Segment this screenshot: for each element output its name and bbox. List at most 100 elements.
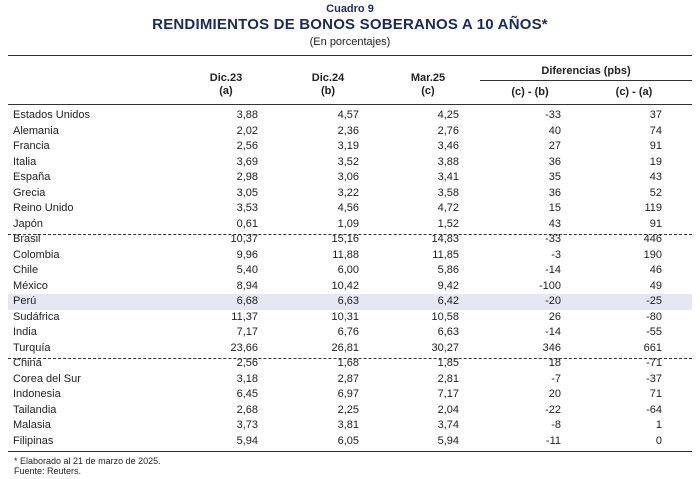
cell-dic23: 11,37 [231, 310, 258, 323]
cell-diff-cb: 40 [548, 124, 561, 137]
header-rule [8, 104, 692, 105]
cell-dic23: 2,02 [236, 124, 258, 137]
cell-dic23: 2,68 [236, 403, 258, 416]
col-header-diff-group: Diferencias (pbs) [480, 65, 692, 78]
cell-dic24: 3,52 [337, 155, 359, 168]
cell-country: Grecia [13, 186, 46, 199]
cell-mar25: 9,42 [437, 279, 459, 292]
cell-dic23: 3,53 [236, 202, 258, 214]
table-row: China 2,56 1,68 1,85 18 -71 [8, 356, 692, 372]
cell-diff-ca: -55 [646, 326, 662, 338]
cell-diff-cb: 43 [548, 217, 561, 230]
col-header-dic24: Dic.24 (b) [288, 72, 368, 98]
cell-country: Perú [13, 295, 37, 307]
group-separator [8, 358, 692, 359]
table-row: Reino Unido 3,53 4,56 4,72 15 119 [8, 201, 692, 217]
cell-diff-cb: -3 [551, 248, 561, 261]
cell-diff-ca: 1 [655, 419, 662, 431]
cell-diff-cb: -33 [545, 233, 561, 245]
cell-diff-cb: 346 [542, 341, 561, 354]
cell-dic24: 6,76 [337, 326, 359, 338]
table-row: España 2,98 3,06 3,41 35 43 [8, 170, 692, 186]
cell-country: Italia [13, 155, 37, 168]
cell-mar25: 5,86 [437, 264, 459, 276]
cell-mar25: 6,42 [437, 295, 459, 307]
cell-mar25: 6,63 [437, 326, 459, 338]
cell-diff-ca: 91 [649, 217, 662, 230]
table-row: Filipinas 5,94 6,05 5,94 -11 0 [8, 434, 692, 450]
cell-dic23: 3,05 [236, 186, 258, 199]
cell-country: Colombia [13, 248, 60, 261]
table-row: Malasia 3,73 3,81 3,74 -8 1 [8, 418, 692, 434]
table-kicker: Cuadro 9 [326, 3, 374, 15]
table-row: Grecia 3,05 3,22 3,58 36 52 [8, 186, 692, 202]
cell-diff-ca: 190 [643, 248, 662, 261]
table-row: Tailandia 2,68 2,25 2,04 -22 -64 [8, 403, 692, 419]
cell-diff-cb: 15 [548, 202, 561, 214]
cell-dic23: 2,98 [236, 171, 258, 183]
table-row: Corea del Sur 3,18 2,87 2,81 -7 -37 [8, 372, 692, 388]
source-note: Fuente: Reuters. [14, 466, 82, 476]
col-header-dic23-sub: (a) [219, 85, 233, 97]
cell-dic23: 6,68 [236, 295, 258, 307]
cell-diff-ca: -25 [646, 295, 662, 307]
cell-country: Francia [13, 140, 50, 152]
col-header-dic23: Dic.23 (a) [186, 72, 266, 98]
bottom-rule [8, 451, 692, 452]
cell-diff-ca: 661 [643, 341, 662, 354]
col-header-dic23-label: Dic.23 [209, 72, 243, 84]
cell-diff-cb: 26 [548, 310, 561, 323]
cell-mar25: 3,46 [437, 140, 459, 152]
cell-diff-cb: 20 [548, 388, 561, 400]
cell-diff-ca: 91 [649, 140, 662, 152]
cell-dic23: 2,56 [236, 140, 258, 152]
table-row: Italia 3,69 3,52 3,88 36 19 [8, 155, 692, 171]
cell-dic24: 3,81 [337, 419, 359, 431]
cell-dic23: 3,88 [236, 109, 258, 121]
cell-mar25: 30,27 [431, 341, 459, 354]
table-row: India 7,17 6,76 6,63 -14 -55 [8, 325, 692, 341]
cell-diff-ca: 19 [649, 155, 662, 168]
cell-mar25: 7,17 [437, 388, 459, 400]
cell-diff-ca: 0 [655, 434, 662, 447]
cell-country: Estados Unidos [13, 109, 91, 121]
cell-diff-cb: -8 [551, 419, 561, 431]
cell-mar25: 10,58 [431, 310, 459, 323]
footnote: * Elaborado al 21 de marzo de 2025. [14, 456, 161, 466]
cell-dic24: 6,05 [337, 434, 359, 447]
cell-dic23: 3,73 [236, 419, 258, 431]
cell-mar25: 2,81 [437, 372, 459, 385]
cell-country: Tailandia [13, 403, 57, 416]
cell-dic23: 6,45 [236, 388, 258, 400]
cell-diff-cb: 36 [548, 186, 561, 199]
cell-diff-cb: -11 [545, 434, 561, 447]
cell-diff-ca: 446 [643, 233, 662, 245]
cell-mar25: 3,41 [437, 171, 459, 183]
cell-country: México [13, 279, 48, 292]
col-header-diff-group-label: Diferencias (pbs) [541, 65, 631, 77]
cell-dic24: 10,31 [331, 310, 359, 323]
cell-mar25: 3,58 [437, 186, 459, 199]
cell-dic23: 5,40 [236, 264, 258, 276]
cell-country: Sudáfrica [13, 310, 60, 323]
table-row: Indonesia 6,45 6,97 7,17 20 71 [8, 387, 692, 403]
col-header-mar25-label: Mar.25 [410, 72, 446, 84]
cell-dic24: 2,36 [337, 124, 359, 137]
cell-country: Turquía [13, 341, 51, 354]
table-row: Perú 6,68 6,63 6,42 -20 -25 [8, 294, 692, 310]
col-header-mar25: Mar.25 (c) [388, 72, 468, 98]
cell-diff-cb: -7 [551, 372, 561, 385]
cell-dic24: 3,22 [337, 186, 359, 199]
cell-diff-cb: -14 [545, 326, 561, 338]
cell-country: Corea del Sur [13, 372, 81, 385]
cell-dic24: 15,16 [331, 233, 359, 245]
cell-dic23: 7,17 [236, 326, 258, 338]
col-header-dic24-label: Dic.24 [311, 72, 345, 84]
cell-mar25: 14,83 [431, 233, 459, 245]
cell-mar25: 3,74 [437, 419, 459, 431]
cell-diff-cb: -20 [545, 295, 561, 307]
cell-dic23: 5,94 [236, 434, 258, 447]
col-header-diff-ca-label: (c) - (a) [615, 86, 653, 98]
cell-dic24: 6,97 [337, 388, 359, 400]
